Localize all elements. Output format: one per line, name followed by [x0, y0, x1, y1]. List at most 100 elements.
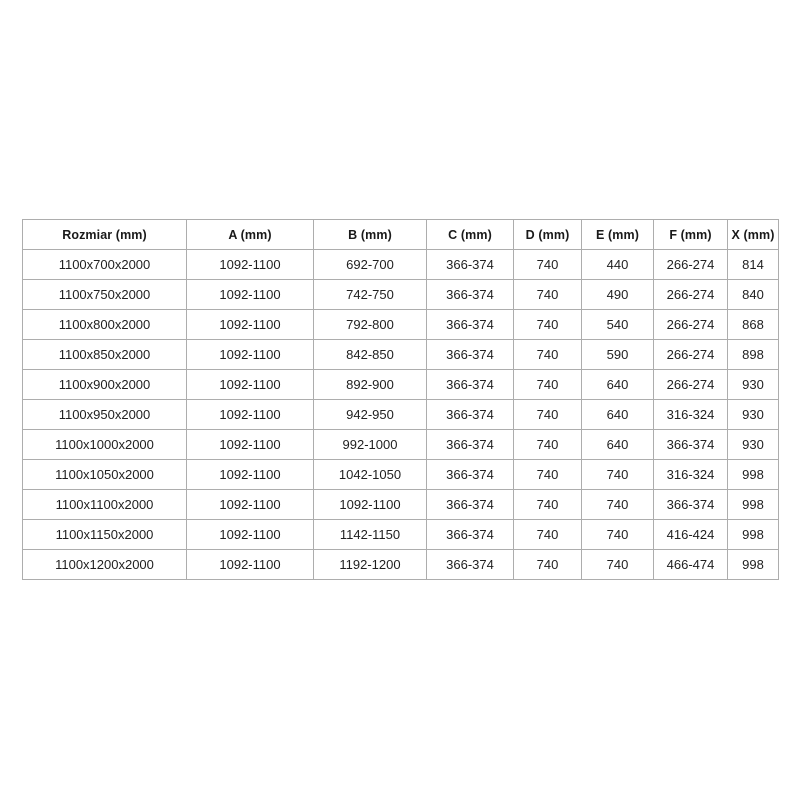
table-row: 1100x1000x2000 1092-1100 992-1000 366-374 74…: [22, 429, 779, 460]
cell-size: 1100x1150x2000: [22, 519, 187, 550]
cell-x: 998: [727, 489, 779, 520]
cell-b: 1142-1150: [313, 519, 427, 550]
table-row: 1100x1150x2000 1092-1100 1142-1150 366-374 7…: [22, 519, 779, 550]
cell-size: 1100x1100x2000: [22, 489, 187, 520]
cell-d: 740: [513, 249, 582, 280]
cell-a: 1092-1100: [186, 279, 314, 310]
table-body: 1100x700x2000 1092-1100 692-700 366-374 740 4…: [22, 249, 779, 580]
table-row: 1100x1100x2000 1092-1100 1092-1100 366-374 7…: [22, 489, 779, 520]
cell-size: 1100x1000x2000: [22, 429, 187, 460]
cell-c: 366-374: [426, 459, 514, 490]
cell-c: 366-374: [426, 309, 514, 340]
cell-e: 640: [581, 369, 654, 400]
column-header-b: B (mm): [313, 219, 427, 250]
cell-a: 1092-1100: [186, 339, 314, 370]
cell-a: 1092-1100: [186, 549, 314, 580]
cell-x: 840: [727, 279, 779, 310]
cell-size: 1100x800x2000: [22, 309, 187, 340]
cell-d: 740: [513, 369, 582, 400]
cell-a: 1092-1100: [186, 519, 314, 550]
cell-e: 440: [581, 249, 654, 280]
table-row: 1100x700x2000 1092-1100 692-700 366-374 740 4…: [22, 249, 779, 280]
cell-f: 366-374: [653, 429, 728, 460]
cell-a: 1092-1100: [186, 399, 314, 430]
cell-d: 740: [513, 279, 582, 310]
cell-size: 1100x1200x2000: [22, 549, 187, 580]
cell-f: 416-424: [653, 519, 728, 550]
table-row: 1100x750x2000 1092-1100 742-750 366-374 740 4…: [22, 279, 779, 310]
cell-c: 366-374: [426, 489, 514, 520]
dimensions-table-container: Rozmiar (mm) A (mm) B (mm) C (mm) D (mm) E (m…: [22, 219, 779, 580]
cell-e: 740: [581, 489, 654, 520]
cell-d: 740: [513, 339, 582, 370]
cell-f: 266-274: [653, 339, 728, 370]
cell-c: 366-374: [426, 549, 514, 580]
cell-x: 898: [727, 339, 779, 370]
cell-f: 266-274: [653, 309, 728, 340]
cell-d: 740: [513, 549, 582, 580]
cell-b: 992-1000: [313, 429, 427, 460]
cell-b: 942-950: [313, 399, 427, 430]
cell-f: 466-474: [653, 549, 728, 580]
cell-d: 740: [513, 489, 582, 520]
column-header-e: E (mm): [581, 219, 654, 250]
cell-size: 1100x950x2000: [22, 399, 187, 430]
cell-a: 1092-1100: [186, 309, 314, 340]
table-header: Rozmiar (mm) A (mm) B (mm) C (mm) D (mm) E (m…: [22, 219, 779, 250]
column-header-d: D (mm): [513, 219, 582, 250]
table-row: 1100x800x2000 1092-1100 792-800 366-374 740 5…: [22, 309, 779, 340]
cell-size: 1100x1050x2000: [22, 459, 187, 490]
cell-e: 590: [581, 339, 654, 370]
column-header-size: Rozmiar (mm): [22, 219, 187, 250]
cell-b: 1092-1100: [313, 489, 427, 520]
table-row: 1100x850x2000 1092-1100 842-850 366-374 740 5…: [22, 339, 779, 370]
cell-a: 1092-1100: [186, 369, 314, 400]
cell-a: 1092-1100: [186, 249, 314, 280]
column-header-c: C (mm): [426, 219, 514, 250]
cell-f: 366-374: [653, 489, 728, 520]
cell-b: 1192-1200: [313, 549, 427, 580]
cell-e: 740: [581, 459, 654, 490]
cell-f: 316-324: [653, 399, 728, 430]
cell-size: 1100x700x2000: [22, 249, 187, 280]
cell-c: 366-374: [426, 339, 514, 370]
cell-d: 740: [513, 399, 582, 430]
cell-b: 692-700: [313, 249, 427, 280]
cell-e: 740: [581, 549, 654, 580]
cell-e: 740: [581, 519, 654, 550]
table-row: 1100x1050x2000 1092-1100 1042-1050 366-374 7…: [22, 459, 779, 490]
cell-d: 740: [513, 459, 582, 490]
cell-x: 930: [727, 369, 779, 400]
cell-d: 740: [513, 519, 582, 550]
cell-b: 792-800: [313, 309, 427, 340]
cell-a: 1092-1100: [186, 489, 314, 520]
cell-x: 998: [727, 519, 779, 550]
column-header-x: X (mm): [727, 219, 779, 250]
cell-x: 930: [727, 429, 779, 460]
cell-size: 1100x900x2000: [22, 369, 187, 400]
cell-b: 892-900: [313, 369, 427, 400]
dimensions-table: Rozmiar (mm) A (mm) B (mm) C (mm) D (mm) E (m…: [22, 219, 779, 580]
cell-f: 266-274: [653, 279, 728, 310]
table-header-row: Rozmiar (mm) A (mm) B (mm) C (mm) D (mm) E (m…: [22, 219, 779, 250]
cell-x: 814: [727, 249, 779, 280]
cell-size: 1100x750x2000: [22, 279, 187, 310]
cell-c: 366-374: [426, 249, 514, 280]
cell-a: 1092-1100: [186, 429, 314, 460]
cell-b: 1042-1050: [313, 459, 427, 490]
cell-f: 266-274: [653, 249, 728, 280]
cell-x: 998: [727, 549, 779, 580]
cell-c: 366-374: [426, 429, 514, 460]
column-header-a: A (mm): [186, 219, 314, 250]
cell-c: 366-374: [426, 279, 514, 310]
table-row: 1100x1200x2000 1092-1100 1192-1200 366-374 7…: [22, 549, 779, 580]
cell-c: 366-374: [426, 369, 514, 400]
cell-e: 640: [581, 429, 654, 460]
cell-a: 1092-1100: [186, 459, 314, 490]
table-row: 1100x900x2000 1092-1100 892-900 366-374 740 6…: [22, 369, 779, 400]
table-row: 1100x950x2000 1092-1100 942-950 366-374 740 6…: [22, 399, 779, 430]
cell-x: 998: [727, 459, 779, 490]
cell-c: 366-374: [426, 399, 514, 430]
cell-b: 842-850: [313, 339, 427, 370]
cell-x: 930: [727, 399, 779, 430]
